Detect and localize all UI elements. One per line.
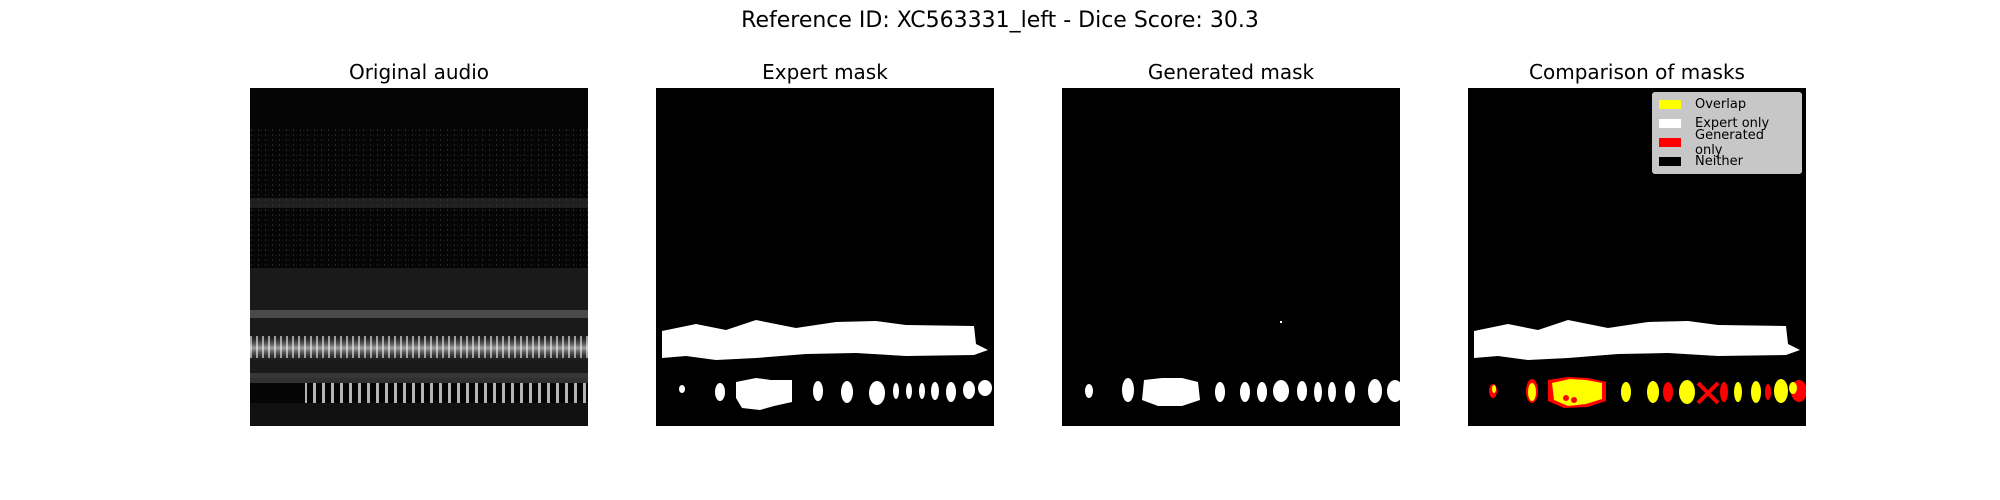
legend-item-generated-only: Generated only: [1659, 128, 1795, 158]
legend-label-generated-only: Generated only: [1695, 127, 1764, 158]
panel-generated-mask: Generated mask: [1062, 60, 1400, 426]
panel-comparison: Comparison of masks: [1468, 60, 1806, 426]
legend-swatch-overlap: [1659, 100, 1681, 109]
spectrogram-image: [250, 88, 588, 426]
legend-item-overlap: Overlap: [1659, 95, 1795, 114]
panel-original-audio: Original audio: [250, 60, 588, 426]
comparison-image: Overlap Expert only Generated only Neith…: [1468, 88, 1806, 426]
generated-mask-image: [1062, 88, 1400, 426]
legend-swatch-expert-only: [1659, 119, 1681, 128]
expert-mask-image: [656, 88, 994, 426]
panel-title-expert-mask: Expert mask: [762, 60, 888, 84]
legend-item-expert-only: Expert only: [1659, 114, 1795, 133]
legend-swatch-generated-only: [1659, 138, 1681, 147]
legend-label-overlap: Overlap: [1695, 97, 1747, 112]
legend: Overlap Expert only Generated only Neith…: [1652, 92, 1802, 174]
legend-item-neither: Neither: [1659, 152, 1795, 171]
panel-title-comparison: Comparison of masks: [1529, 60, 1745, 84]
panel-title-original-audio: Original audio: [348, 60, 490, 84]
legend-label-expert-only: Expert only: [1695, 116, 1770, 131]
legend-label-neither: Neither: [1695, 154, 1744, 169]
legend-swatch-neither: [1659, 157, 1681, 166]
panel-expert-mask: Expert mask: [656, 60, 994, 426]
panel-title-generated-mask: Generated mask: [1147, 60, 1315, 84]
figure-suptitle: Reference ID: XC563331_left - Dice Score…: [741, 8, 1259, 33]
